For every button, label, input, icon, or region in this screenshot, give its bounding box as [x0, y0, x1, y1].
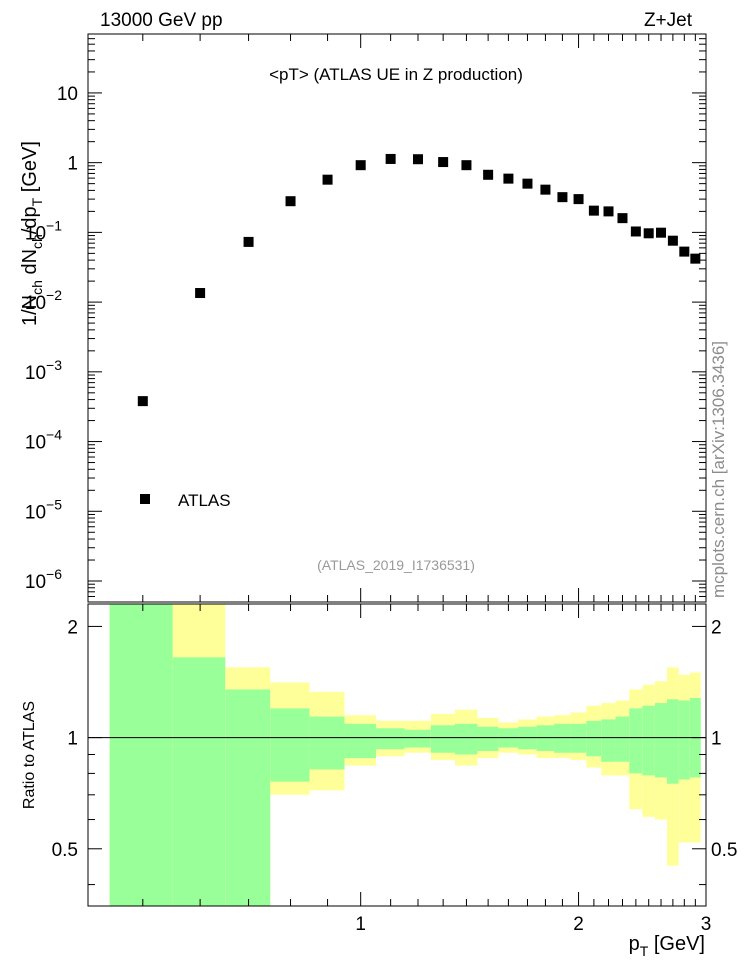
- data-point: [385, 153, 396, 164]
- inner-band-bin: [586, 720, 602, 757]
- inner-band-bin: [477, 726, 499, 751]
- data-point: [483, 169, 494, 180]
- data-point: [461, 160, 472, 171]
- ratio-tick-label-right: 2: [711, 617, 722, 638]
- x-tick-label: 3: [701, 914, 712, 935]
- y-tick-label: 10: [57, 84, 78, 105]
- y-tick-label: 10−3: [25, 357, 62, 384]
- inner-band-bin: [344, 723, 377, 759]
- data-point: [322, 174, 333, 185]
- ratio-uncertainty-bands: [109, 604, 701, 906]
- inner-band-bin: [570, 723, 587, 753]
- data-point: [522, 178, 533, 189]
- data-point: [540, 184, 551, 195]
- y-tick-label: 1: [67, 154, 78, 175]
- data-point: [630, 226, 641, 237]
- data-point: [588, 205, 599, 216]
- ratio-tick-label-right: 1: [711, 729, 722, 750]
- inner-band-bin: [536, 725, 555, 751]
- inner-band-bin: [172, 657, 226, 906]
- x-tick-label: 2: [573, 914, 584, 935]
- main-axis-ticks: 10−6 10−5 10−4 10−3 10−2 10−1 1 10: [25, 33, 707, 603]
- inner-band-bin: [404, 729, 431, 748]
- y-tick-label: 10−6: [25, 566, 62, 593]
- atlas-data-markers: [137, 153, 701, 407]
- legend-marker: [140, 494, 150, 504]
- data-point: [503, 173, 514, 184]
- main-frame: [87, 33, 707, 603]
- ratio-frame: [87, 603, 707, 907]
- inner-band-bin: [376, 728, 405, 750]
- y-tick-label: 10−2: [25, 287, 62, 314]
- data-point: [137, 396, 148, 407]
- main-panel: 10−6 10−5 10−4 10−3 10−2 10−1 1 10 <pT> (ATLAS …: [25, 33, 707, 603]
- inner-band-bin: [270, 708, 310, 782]
- data-point: [195, 288, 206, 299]
- data-point: [617, 213, 628, 224]
- energy-label: 13000 GeV pp: [100, 10, 223, 31]
- chart-title: <pT> (ATLAS UE in Z production): [269, 65, 523, 84]
- process-label: Z+Jet: [644, 10, 693, 31]
- inner-band-bin: [455, 723, 478, 755]
- inner-band-bin: [642, 705, 655, 776]
- data-point: [573, 194, 584, 205]
- inner-band-bin: [667, 699, 679, 784]
- data-point: [656, 227, 667, 238]
- data-point: [285, 196, 296, 207]
- data-point: [603, 206, 614, 217]
- inner-band-bin: [654, 703, 668, 778]
- inner-band-bin: [601, 719, 616, 762]
- data-point: [243, 236, 254, 247]
- ratio-tick-label-right: 0.5: [711, 840, 737, 861]
- inner-band-bin: [678, 700, 690, 780]
- inner-band-bin: [554, 723, 571, 753]
- ratio-tick-label-left: 0.5: [52, 840, 78, 861]
- data-point: [679, 246, 690, 257]
- y-tick-label: 10−4: [25, 427, 62, 454]
- data-point: [412, 154, 423, 165]
- ratio-axis-ticks: 0.5 0.5 1 1 2 2 1 2 3: [52, 604, 737, 935]
- ratio-tick-label-left: 1: [67, 729, 78, 750]
- ratio-axis-title: Ratio to ATLAS: [21, 701, 38, 809]
- inner-band-bin: [309, 716, 345, 770]
- data-point: [438, 157, 449, 168]
- ratio-panel: 0.5 0.5 1 1 2 2 1 2 3: [52, 603, 737, 935]
- inner-band-bin: [430, 725, 456, 753]
- data-point: [557, 192, 568, 203]
- inner-band-bin: [109, 604, 173, 906]
- inner-band-bin: [225, 689, 271, 906]
- data-point: [667, 235, 678, 246]
- data-point: [643, 228, 654, 239]
- legend-label: ATLAS: [178, 491, 231, 510]
- data-point: [355, 160, 366, 171]
- analysis-reference: (ATLAS_2019_I1736531): [317, 557, 475, 573]
- y-tick-label: 10−1: [25, 217, 62, 244]
- ratio-tick-label-left: 2: [67, 617, 78, 638]
- legend: ATLAS: [140, 491, 231, 510]
- source-label: mcplots.cern.ch [arXiv:1306.3436]: [709, 341, 728, 598]
- data-point: [690, 253, 701, 264]
- x-axis-title: pT [GeV]: [629, 933, 705, 959]
- y-tick-label: 10−5: [25, 496, 62, 523]
- inner-band-bin: [629, 708, 643, 774]
- y-axis-title: 1/Nch dNch/dpT [GeV]: [19, 141, 45, 326]
- x-tick-label: 1: [355, 914, 366, 935]
- inner-band-bin: [615, 716, 630, 762]
